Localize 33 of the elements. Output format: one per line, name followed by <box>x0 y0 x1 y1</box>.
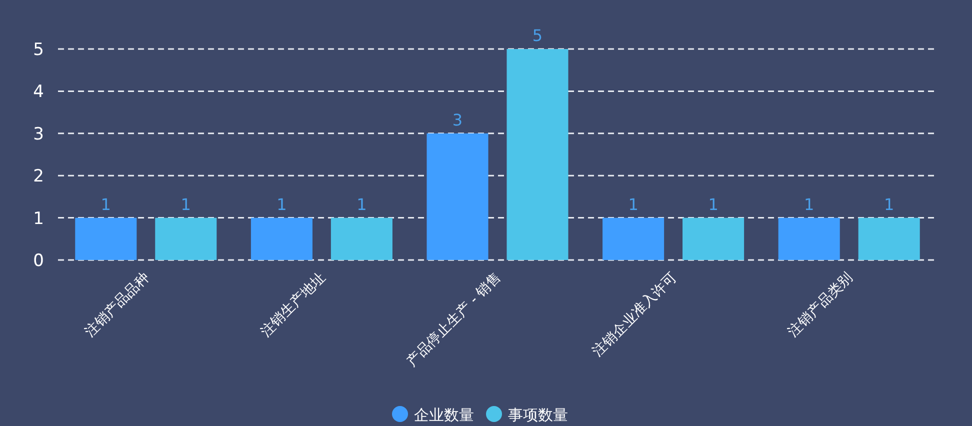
y-tick-label: 4 <box>33 82 44 102</box>
data-label: 3 <box>452 110 463 130</box>
y-tick-label: 5 <box>33 40 44 60</box>
data-label: 1 <box>884 194 894 214</box>
x-tick-label: 注销产品类别 <box>785 270 856 340</box>
data-label: 1 <box>356 194 367 214</box>
y-tick-label: 3 <box>33 124 44 144</box>
bar <box>602 218 664 260</box>
bar <box>330 218 392 260</box>
bar <box>75 218 137 260</box>
bar <box>682 218 744 260</box>
bar <box>778 218 840 260</box>
bar <box>155 218 217 260</box>
y-tick-label: 2 <box>33 166 44 187</box>
data-label: 1 <box>276 194 287 214</box>
bar <box>426 133 488 260</box>
x-tick-label: 注销企业准入许可 <box>590 270 680 360</box>
data-label: 1 <box>180 194 191 214</box>
legend-label: 企业数量 <box>414 406 474 424</box>
legend-label: 事项数量 <box>508 406 568 424</box>
data-label: 5 <box>532 26 543 45</box>
x-tick-label: 产品停止生产 - 销售 <box>404 270 504 370</box>
data-label: 1 <box>708 194 718 214</box>
x-tick-label: 注销生产地址 <box>258 270 329 340</box>
bar <box>250 218 312 260</box>
data-label: 1 <box>804 194 814 214</box>
y-tick-label: 0 <box>33 251 44 271</box>
bar <box>858 218 920 260</box>
x-tick-label: 注销产品品种 <box>82 270 153 340</box>
bar <box>506 49 568 260</box>
data-label: 1 <box>628 194 638 214</box>
data-label: 1 <box>100 194 111 214</box>
y-tick-label: 1 <box>33 208 44 229</box>
